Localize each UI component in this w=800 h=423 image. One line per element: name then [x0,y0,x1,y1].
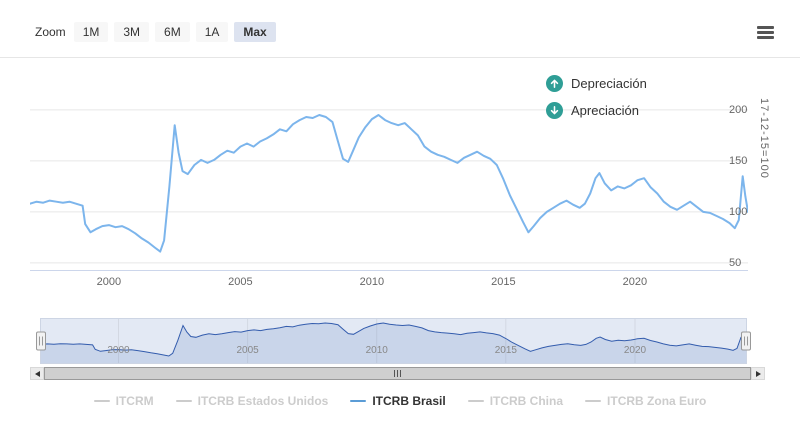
grip-icon [394,370,401,377]
legend-item-itcrb-brasil[interactable]: ITCRB Brasil [350,394,446,408]
main-chart-canvas [30,65,748,270]
legend-item-label: ITCRB Estados Unidos [197,394,329,408]
legend-item-label: ITCRM [115,394,154,408]
zoom-button-3m[interactable]: 3M [114,22,150,42]
navigator-tick-label: 2020 [623,345,647,356]
y-axis-labels: 50 100 150 200 [729,65,759,270]
legend-item-itcrm[interactable]: ITCRM [93,394,154,408]
navigator-right-handle[interactable] [741,331,751,351]
depreciation-label: Depreciación [571,76,647,91]
range-toolbar: Zoom 1M 3M 6M 1A Max [35,20,776,44]
scroll-right-button[interactable] [751,367,765,380]
y-axis-tick-label: 200 [729,103,748,116]
scrollbar-track[interactable] [44,367,751,380]
y-axis-title: 17-12-15=100 [758,98,770,179]
plot-area[interactable]: Depreciación Apreciación [30,65,748,271]
legend-item-label: ITCRB Brasil [372,394,446,408]
legend-item-itcrb-china[interactable]: ITCRB China [467,394,564,408]
toolbar-divider [0,57,800,58]
y-axis-tick-label: 100 [729,205,748,218]
zoom-button-6m[interactable]: 6M [155,22,190,42]
depreciation-key: Depreciación [546,75,647,92]
zoom-label: Zoom [35,25,66,39]
x-axis-labels: 2000 2005 2010 2015 2020 [30,276,748,290]
legend-line-icon [585,400,602,402]
navigator-canvas [41,319,746,363]
legend-line-icon [350,400,367,402]
arrow-down-circle-icon [546,102,563,119]
appreciation-label: Apreciación [571,103,639,118]
navigator-tick-label: 2005 [236,345,259,356]
x-axis-tick-label: 2005 [228,276,253,288]
arrow-up-circle-icon [546,75,563,92]
zoom-range-buttons: 1M 3M 6M 1A Max [73,22,276,42]
legend-line-icon [93,400,110,402]
legend-item-itcrb-zona-euro[interactable]: ITCRB Zona Euro [585,394,706,408]
left-arrow-icon [34,370,40,377]
zoom-button-1a[interactable]: 1A [195,22,229,42]
legend-line-icon [175,400,192,402]
zoom-button-1m[interactable]: 1M [73,22,109,42]
x-axis-tick-label: 2020 [622,276,648,288]
navigator-tick-label: 2010 [365,345,388,356]
scrollbar [30,367,765,380]
legend-line-icon [467,400,484,402]
x-axis-tick-label: 2015 [491,276,516,288]
legend-item-label: ITCRB China [489,394,564,408]
hamburger-menu-icon[interactable] [755,24,776,41]
appreciation-key: Apreciación [546,102,639,119]
right-arrow-icon [755,370,761,377]
navigator-tick-label: 2015 [494,345,517,356]
navigator-left-handle[interactable] [36,331,46,351]
zoom-button-max[interactable]: Max [234,22,276,42]
legend-item-label: ITCRB Zona Euro [607,394,707,408]
y-axis-tick-label: 50 [729,256,742,269]
series-legend: ITCRM ITCRB Estados Unidos ITCRB Brasil ITC… [0,394,800,408]
x-axis-tick-label: 2010 [359,276,385,288]
scroll-left-button[interactable] [30,367,44,380]
navigator[interactable]: 2000 2005 2010 2015 2020 [36,318,751,364]
y-axis-tick-label: 150 [729,154,748,167]
scrollbar-thumb[interactable] [44,367,751,380]
legend-item-itcrb-estados-unidos[interactable]: ITCRB Estados Unidos [175,394,329,408]
navigator-tick-label: 2000 [107,345,130,356]
x-axis-tick-label: 2000 [96,276,122,288]
